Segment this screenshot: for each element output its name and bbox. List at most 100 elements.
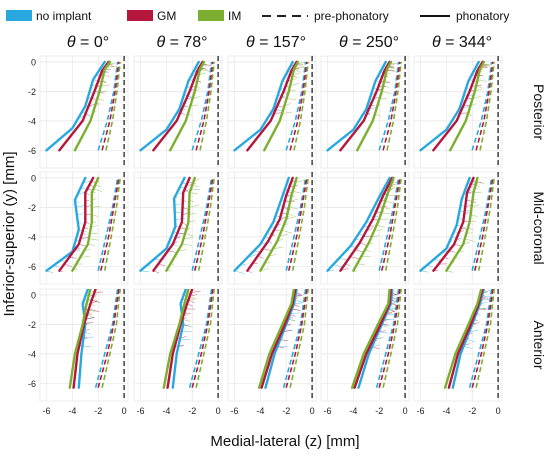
panel-posterior-0 bbox=[39, 55, 129, 169]
velocity-arrow bbox=[181, 243, 192, 246]
velocity-arrow bbox=[80, 256, 90, 258]
prephonatory-line-no-implant bbox=[375, 289, 400, 388]
panel-frame bbox=[227, 171, 317, 285]
velocity-arrow bbox=[189, 192, 198, 195]
phonatory-line-no-implant bbox=[326, 176, 391, 272]
velocity-arrow bbox=[92, 79, 102, 83]
velocity-arrow bbox=[282, 112, 292, 114]
panel-plot-area bbox=[45, 60, 121, 152]
velocity-arrow bbox=[286, 216, 297, 220]
panel-frame bbox=[39, 55, 129, 169]
prephonatory-line-im bbox=[103, 177, 121, 271]
legend-label-gm: GM bbox=[157, 9, 176, 23]
prephonatory-line-gm bbox=[378, 289, 401, 388]
phonatory-line-no-implant bbox=[264, 289, 298, 389]
x-tick-label: -2 bbox=[468, 406, 476, 416]
prephonatory-line-im bbox=[293, 61, 309, 151]
prephonatory-line-im bbox=[197, 177, 215, 271]
velocity-arrow bbox=[473, 191, 483, 193]
legend-label-im: IM bbox=[228, 9, 241, 23]
velocity-arrow bbox=[272, 247, 283, 249]
column-title-2: θ = 157° bbox=[246, 34, 306, 51]
prephonatory-line-no-implant bbox=[468, 289, 493, 388]
x-tick-label: -2 bbox=[282, 406, 290, 416]
prephonatory-line-im bbox=[291, 177, 309, 271]
column-title-4: θ = 344° bbox=[432, 34, 492, 51]
phonatory-line-no-implant bbox=[45, 176, 87, 272]
prephonatory-line-im bbox=[384, 177, 402, 271]
velocity-arrow bbox=[88, 238, 98, 241]
y-tick-label: 0 bbox=[31, 57, 36, 67]
theta-symbol: θ bbox=[432, 34, 441, 51]
phonatory-line-gm bbox=[432, 60, 484, 152]
velocity-arrow bbox=[286, 98, 297, 100]
phonatory-line-gm bbox=[339, 60, 391, 152]
velocity-arrow bbox=[64, 263, 72, 267]
column-title-1: θ = 78° bbox=[156, 34, 207, 51]
prephonatory-line-im bbox=[386, 61, 402, 151]
velocity-arrow bbox=[374, 229, 383, 232]
velocity-arrow bbox=[339, 257, 348, 261]
phonatory-line-gm bbox=[339, 176, 394, 272]
phonatory-line-gm bbox=[246, 176, 294, 272]
velocity-arrow bbox=[83, 336, 94, 340]
prephonatory-line-gm bbox=[474, 177, 494, 271]
panel-mid-coronal-4 bbox=[413, 171, 503, 285]
x-tick-label: -4 bbox=[68, 406, 76, 416]
legend-swatch-no-implant bbox=[6, 10, 32, 21]
theta-symbol: θ bbox=[246, 34, 255, 51]
y-tick-label: 0 bbox=[31, 290, 36, 300]
theta-symbol: θ bbox=[339, 34, 348, 51]
theta-symbol: θ bbox=[67, 34, 76, 51]
phonatory-line-gm bbox=[152, 60, 204, 152]
panel-posterior-3 bbox=[320, 55, 410, 169]
prephonatory-line-gm bbox=[382, 61, 401, 151]
velocity-arrow bbox=[290, 198, 299, 202]
phonatory-line-im bbox=[352, 176, 395, 272]
panel-anterior-1 bbox=[133, 288, 223, 402]
x-tick-label: -6 bbox=[416, 406, 424, 416]
y-tick-label: -6 bbox=[28, 262, 36, 272]
velocity-arrow bbox=[293, 302, 303, 304]
legend-label-phonatory: phonatory bbox=[456, 9, 509, 23]
x-tick-label: 0 bbox=[122, 406, 127, 416]
phonatory-line-no-implant bbox=[171, 289, 187, 389]
velocity-arrow bbox=[183, 237, 194, 239]
velocity-arrow bbox=[88, 308, 100, 313]
phonatory-line-no-implant bbox=[233, 60, 294, 152]
velocity-arrow bbox=[99, 91, 108, 93]
prephonatory-line-no-implant bbox=[378, 177, 400, 271]
phonatory-line-im bbox=[165, 176, 196, 272]
prephonatory-line-im bbox=[199, 61, 215, 151]
panel-plot-area bbox=[139, 176, 215, 274]
panel-plot-area bbox=[419, 176, 495, 273]
velocity-arrow bbox=[100, 84, 110, 87]
panel-anterior-0 bbox=[39, 288, 129, 402]
velocity-arrow bbox=[190, 290, 201, 293]
velocity-arrow bbox=[288, 207, 298, 209]
prephonatory-line-no-implant bbox=[188, 289, 213, 388]
velocity-arrow bbox=[333, 264, 342, 268]
prephonatory-line-no-implant bbox=[471, 61, 493, 151]
velocity-arrow bbox=[185, 232, 194, 237]
phonatory-line-gm bbox=[166, 289, 194, 389]
x-tick-label: -2 bbox=[375, 406, 383, 416]
panel-plot-area bbox=[419, 60, 495, 152]
velocity-arrow bbox=[386, 69, 397, 73]
velocity-arrow bbox=[262, 248, 272, 251]
panel-mid-coronal-0 bbox=[39, 171, 129, 285]
panel-plot-area bbox=[257, 289, 309, 389]
x-tick-label: -6 bbox=[230, 406, 238, 416]
velocity-arrow bbox=[472, 95, 482, 99]
prephonatory-line-gm bbox=[289, 61, 308, 151]
column-angle: = 344° bbox=[441, 34, 492, 51]
x-tick-label: -4 bbox=[442, 406, 450, 416]
y-tick-label: -4 bbox=[28, 349, 36, 359]
velocity-arrow bbox=[190, 188, 200, 191]
y-tick-label: -6 bbox=[28, 379, 36, 389]
x-tick-label: 0 bbox=[216, 406, 221, 416]
phonatory-line-im bbox=[71, 176, 100, 272]
velocity-arrow bbox=[188, 204, 200, 208]
velocity-arrow bbox=[482, 63, 491, 67]
